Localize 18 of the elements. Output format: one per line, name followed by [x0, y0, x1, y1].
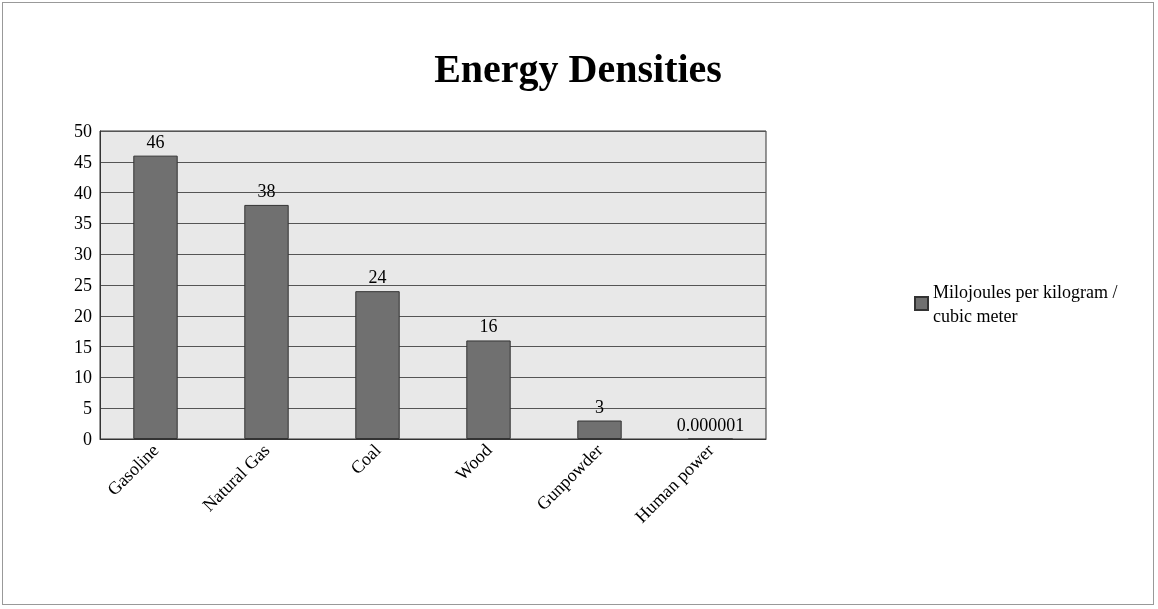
- y-tick-label: 45: [74, 151, 92, 172]
- chart-title: Energy Densities: [434, 45, 722, 91]
- data-label: 24: [368, 267, 387, 288]
- y-tick-label: 50: [74, 121, 92, 141]
- y-tick-label: 30: [74, 244, 92, 265]
- y-tick-label: 15: [74, 336, 92, 357]
- y-tick-label: 25: [74, 275, 92, 295]
- y-tick-label: 0: [83, 429, 92, 449]
- y-tick-label: 20: [74, 305, 92, 326]
- data-label: 16: [479, 316, 498, 337]
- legend-label: Milojoules per kilogram / cubic meter: [933, 281, 1122, 326]
- y-tick-label: 5: [83, 398, 92, 419]
- x-tick-label: Coal: [346, 439, 385, 479]
- y-tick-label: 35: [74, 213, 92, 234]
- data-label: 0.000001: [676, 414, 745, 435]
- data-label: 46: [146, 131, 165, 152]
- y-tick-label: 10: [74, 367, 92, 388]
- y-tick-label: 40: [74, 182, 92, 203]
